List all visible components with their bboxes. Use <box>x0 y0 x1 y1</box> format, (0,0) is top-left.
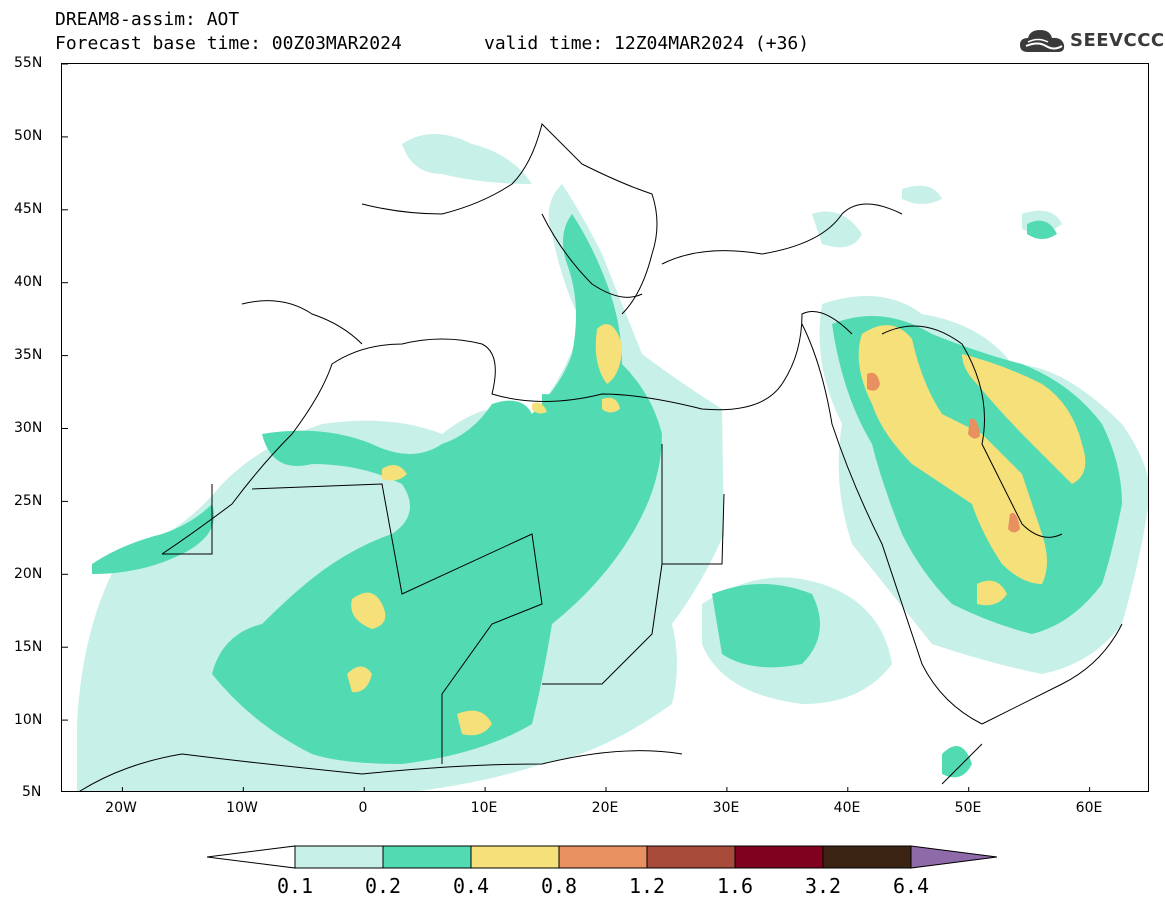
lat-label-40n: 40N <box>14 274 43 290</box>
lon-label-40e: 40E <box>833 800 861 816</box>
colorbar-label-6.4: 6.4 <box>892 874 930 898</box>
lon-label-0: 0 <box>358 800 368 816</box>
lat-label-35n: 35N <box>14 347 43 363</box>
colorbar-bin-0.8 <box>558 845 648 869</box>
graticule-ticks <box>62 64 1091 791</box>
colorbar-label-1.2: 1.2 <box>628 874 666 898</box>
map-panel <box>61 63 1149 792</box>
lat-label-50n: 50N <box>14 128 43 144</box>
aot-band-0.8 <box>867 372 1020 533</box>
lon-label-30e: 30E <box>712 800 740 816</box>
lat-label-25n: 25N <box>14 493 43 509</box>
lat-label-5n: 5N <box>22 784 42 800</box>
colorbar-label-0.4: 0.4 <box>452 874 490 898</box>
colorbar-label-0.1: 0.1 <box>276 874 314 898</box>
lat-label-20n: 20N <box>14 566 43 582</box>
colorbar-bin-0.2 <box>382 845 472 869</box>
colorbar-bin-1.6 <box>734 845 824 869</box>
lat-label-10n: 10N <box>14 712 43 728</box>
lon-label-10w: 10W <box>226 800 258 816</box>
lat-label-15n: 15N <box>14 639 43 655</box>
lat-label-30n: 30N <box>14 420 43 436</box>
colorbar-over-arrow <box>910 845 998 869</box>
colorbar-bin-1.2 <box>646 845 736 869</box>
cloud-icon <box>1020 30 1065 52</box>
lon-label-50e: 50E <box>954 800 982 816</box>
colorbar-label-0.2: 0.2 <box>364 874 402 898</box>
aot-field-map <box>62 64 1148 791</box>
colorbar-bin-0.4 <box>470 845 560 869</box>
lon-label-60e: 60E <box>1075 800 1103 816</box>
lon-label-20e: 20E <box>591 800 619 816</box>
colorbar-label-0.8: 0.8 <box>540 874 578 898</box>
lat-label-45n: 45N <box>14 201 43 217</box>
colorbar <box>207 845 998 869</box>
colorbar-label-3.2: 3.2 <box>804 874 842 898</box>
coastlines-and-borders <box>79 123 1123 791</box>
valid-time: valid time: 12Z04MAR2024 (+36) <box>484 33 810 54</box>
lon-label-10e: 10E <box>470 800 498 816</box>
lat-label-55n: 55N <box>14 55 43 71</box>
logo-text: SEEVCCC <box>1070 30 1165 51</box>
figure-title: DREAM8-assim: AOT <box>55 9 240 30</box>
colorbar-under-arrow <box>207 845 296 869</box>
colorbar-bin-3.2 <box>822 845 912 869</box>
lon-label-20w: 20W <box>105 800 137 816</box>
aot-band-0.4 <box>347 324 1086 736</box>
forecast-base-time: Forecast base time: 00Z03MAR2024 <box>55 33 402 54</box>
colorbar-bin-0.1 <box>294 845 384 869</box>
colorbar-label-1.6: 1.6 <box>716 874 754 898</box>
seevccc-logo: SEEVCCC <box>1018 24 1164 58</box>
